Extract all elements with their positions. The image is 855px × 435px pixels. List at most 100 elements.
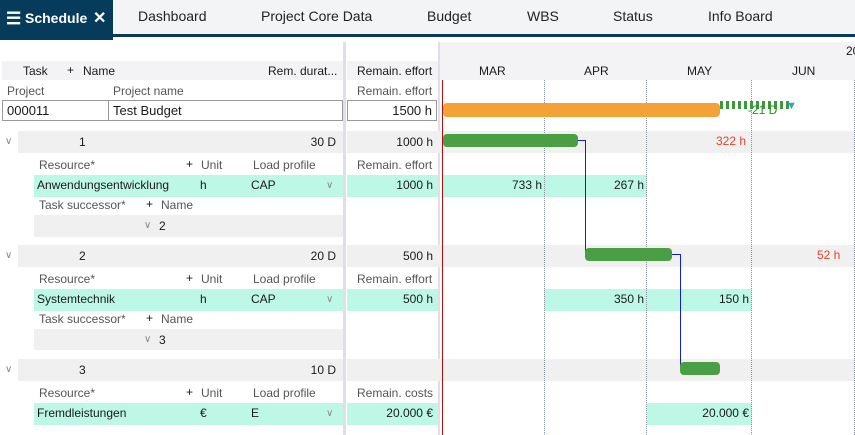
resource-period-value: 150 h [718, 292, 749, 306]
add-icon[interactable]: + [67, 63, 75, 77]
unit-label: Unit [201, 158, 223, 172]
remain-effort-label: Remain. effort [357, 272, 433, 286]
timeline-year: 20 [846, 44, 855, 58]
resource-row[interactable] [34, 403, 343, 425]
dependency-line [585, 140, 586, 255]
load-profile-label: Load profile [253, 386, 316, 400]
resource-row-bg [347, 403, 438, 425]
chevron-down-icon[interactable]: ∨ [326, 408, 334, 419]
chevron-down-icon[interactable]: ∨ [144, 334, 152, 345]
resource-unit[interactable]: h [200, 292, 207, 306]
resource-effort[interactable]: 1000 h [396, 178, 433, 192]
remain-costs-label: Remain. costs [357, 386, 434, 400]
task-bar[interactable] [585, 248, 672, 261]
task-duration: 10 D [310, 363, 336, 377]
successor-label: Task successor* [39, 312, 126, 326]
load-profile-select[interactable]: CAP [251, 178, 276, 192]
column-header [347, 61, 438, 80]
task-bar[interactable] [443, 134, 578, 147]
project-effort-field[interactable]: 1500 h [347, 100, 437, 121]
task-bar[interactable] [680, 362, 720, 375]
load-profile-select[interactable]: E [251, 406, 260, 420]
tab-dashboard[interactable]: Dashboard [138, 8, 207, 24]
unit-label: Unit [201, 272, 223, 286]
month-label: JUN [792, 64, 816, 78]
resource-unit[interactable]: h [200, 178, 207, 192]
successor-row[interactable] [34, 215, 343, 237]
successor-id[interactable]: 3 [159, 333, 166, 347]
tab-budget[interactable]: Budget [427, 8, 472, 24]
tab-schedule[interactable]: ☰ Schedule ✕ [0, 0, 113, 40]
resource-period-value: 20.000 € [702, 406, 749, 420]
task-row[interactable] [18, 245, 343, 267]
menu-icon[interactable]: ☰ [6, 9, 22, 28]
resource-row-bg [347, 289, 438, 311]
delay-arrows [720, 101, 790, 109]
task-row-bg [347, 359, 855, 381]
resource-period-value: 267 h [613, 178, 644, 192]
month-gridline [544, 80, 545, 435]
overload-label: 52 h [817, 248, 841, 262]
task-duration: 20 D [310, 249, 336, 263]
col-name[interactable]: Name [83, 64, 116, 78]
resource-costs[interactable]: 20.000 € [386, 406, 433, 420]
unit-label: Unit [201, 386, 223, 400]
chevron-down-icon[interactable]: ∨ [326, 294, 334, 305]
add-icon[interactable]: + [146, 197, 154, 211]
milestone-triangle-icon: ▼ [786, 100, 797, 112]
resource-cells [443, 175, 647, 197]
chevron-down-icon[interactable]: ∨ [5, 136, 13, 147]
close-icon[interactable]: ✕ [93, 10, 107, 27]
task-id: 1 [79, 135, 86, 149]
project-bar[interactable] [443, 103, 720, 117]
task-effort: 500 h [402, 249, 433, 263]
resource-name[interactable]: Anwendungsentwicklung [37, 178, 170, 192]
overload-label: 322 h [716, 134, 747, 148]
task-duration: 30 D [310, 135, 336, 149]
resource-row-bg [347, 175, 438, 197]
chevron-down-icon[interactable]: ∨ [326, 180, 334, 191]
chevron-down-icon[interactable]: ∨ [5, 364, 13, 375]
project-name-field[interactable]: Test Budget [108, 100, 343, 121]
dependency-line [680, 254, 681, 369]
col-task[interactable]: Task [23, 64, 48, 78]
col-rem-duration[interactable]: Rem. durat... [268, 64, 338, 78]
pane-splitter[interactable] [343, 42, 346, 435]
chevron-down-icon[interactable]: ∨ [144, 220, 152, 231]
task-row[interactable] [18, 131, 343, 153]
resource-row[interactable] [34, 289, 343, 311]
add-icon[interactable]: + [146, 311, 154, 325]
resource-effort[interactable]: 500 h [402, 292, 433, 306]
tab-bar [0, 0, 855, 37]
tab-wbs[interactable]: WBS [527, 8, 559, 24]
month-label: MAY [687, 64, 713, 78]
tab-info-board[interactable]: Info Board [708, 8, 773, 24]
add-icon[interactable]: + [186, 157, 194, 171]
project-id-field[interactable]: 000011 [2, 100, 109, 121]
load-profile-label: Load profile [253, 272, 316, 286]
chevron-down-icon[interactable]: ∨ [5, 250, 13, 261]
task-effort: 1000 h [396, 135, 433, 149]
add-icon[interactable]: + [186, 385, 194, 399]
resource-cells [647, 403, 752, 425]
task-row[interactable] [18, 359, 343, 381]
resource-name[interactable]: Fremdleistungen [37, 406, 127, 420]
resource-name[interactable]: Systemtechnik [37, 292, 116, 306]
resource-label: Resource* [39, 158, 96, 172]
resource-row[interactable] [34, 175, 343, 197]
successor-name-label: Name [161, 198, 194, 212]
load-profile-select[interactable]: CAP [251, 292, 276, 306]
resource-unit[interactable]: € [200, 406, 207, 420]
task-id: 2 [79, 249, 86, 263]
successor-label: Task successor* [39, 198, 126, 212]
column-header [2, 61, 343, 80]
pane-splitter[interactable] [438, 42, 440, 435]
dependency-line [672, 254, 680, 255]
successor-id[interactable]: 2 [159, 219, 166, 233]
tab-status[interactable]: Status [613, 8, 653, 24]
tab-project-core-data[interactable]: Project Core Data [261, 8, 373, 24]
col-remain-effort[interactable]: Remain. effort [357, 64, 433, 78]
dependency-line [578, 140, 585, 141]
successor-row[interactable] [34, 329, 343, 350]
add-icon[interactable]: + [186, 271, 194, 285]
